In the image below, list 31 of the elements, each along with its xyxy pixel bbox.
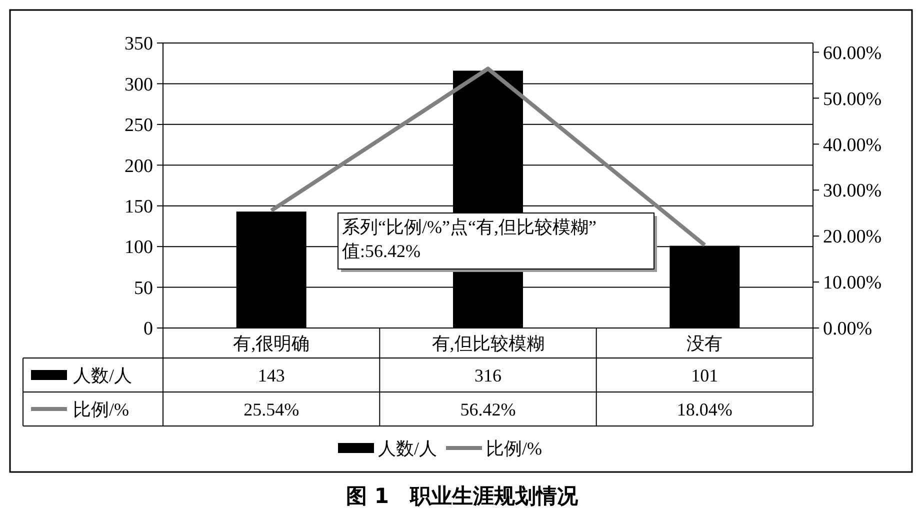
y2-tick-label: 30.00% bbox=[823, 180, 882, 202]
y-tick-label: 350 bbox=[124, 34, 153, 55]
y2-tick-label: 40.00% bbox=[823, 134, 882, 156]
y2-tick-label: 20.00% bbox=[823, 226, 882, 248]
tooltip-box: 系列“比例/%”点“有,但比较模糊” 值:56.42% bbox=[338, 212, 657, 272]
data-label: 25.54% bbox=[244, 399, 300, 420]
y-tick-label: 50 bbox=[134, 278, 153, 299]
text: 图 1 职业生涯规划情况 bbox=[346, 484, 579, 508]
data-label: 143 bbox=[258, 365, 285, 386]
y-tick-label: 200 bbox=[124, 156, 153, 177]
y2-tick-label: 10.00% bbox=[823, 272, 882, 294]
data-label: 56.42% bbox=[460, 399, 516, 420]
x-tick-label: 有,但比较模糊 bbox=[432, 333, 544, 354]
y-tick-label: 0 bbox=[144, 318, 153, 340]
y-tick-label: 300 bbox=[124, 74, 153, 96]
y-tick-label: 100 bbox=[124, 237, 153, 258]
legend-label: 比例/% bbox=[486, 438, 542, 458]
x-tick-label: 没有 bbox=[686, 333, 723, 354]
data-label: 18.04% bbox=[676, 399, 732, 420]
x-tick-label: 有,很明确 bbox=[233, 333, 310, 354]
text: 人数/人 bbox=[73, 365, 132, 386]
data-label: 316 bbox=[474, 365, 502, 386]
legend-label: 人数/人 bbox=[378, 438, 438, 458]
y-tick-label: 150 bbox=[124, 196, 153, 218]
annotation: 系列“比例/%”点“有,但比较模糊” 值:56.42% bbox=[342, 217, 596, 261]
y-tick-label: 250 bbox=[124, 115, 153, 136]
y2-tick-label: 60.00% bbox=[823, 42, 882, 64]
data-label: 101 bbox=[691, 365, 718, 386]
y2-tick-label: 0.00% bbox=[823, 318, 872, 340]
text: 比例/% bbox=[73, 399, 129, 420]
y2-tick-label: 50.00% bbox=[823, 88, 882, 110]
